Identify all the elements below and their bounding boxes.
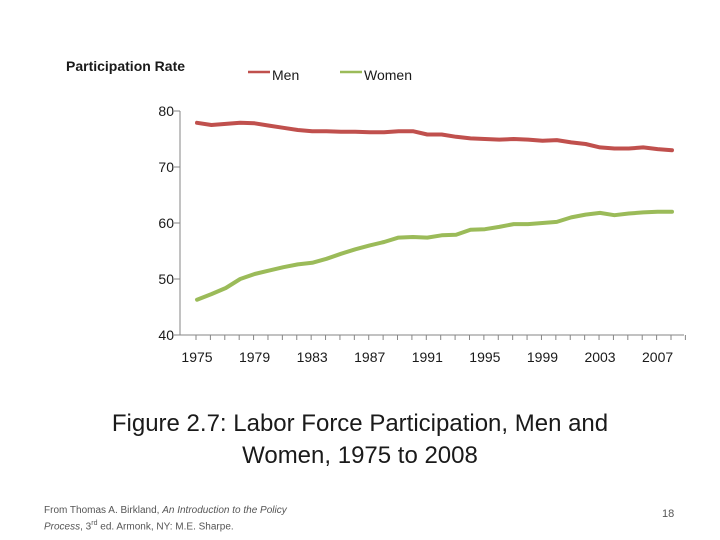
x-tick-label: 1983 xyxy=(297,349,328,365)
x-tick-label: 1975 xyxy=(181,349,212,365)
y-tick-label: 80 xyxy=(158,103,174,119)
series-line-women xyxy=(195,209,674,302)
source-book-title-2: Process xyxy=(44,521,81,533)
caption-line-2: Women, 1975 to 2008 xyxy=(242,442,478,469)
slide-number: 18 xyxy=(662,508,675,520)
x-tick-label: 1995 xyxy=(469,349,500,365)
x-tick-label: 2007 xyxy=(642,349,673,365)
legend-label-women: Women xyxy=(364,67,412,83)
figure-caption: Figure 2.7: Labor Force Participation, M… xyxy=(60,408,660,472)
x-tick-label: 2003 xyxy=(584,349,615,365)
y-tick-label: 40 xyxy=(158,327,174,343)
x-tick-label: 1987 xyxy=(354,349,385,365)
legend-label-men: Men xyxy=(272,67,299,83)
source-superscript: rd xyxy=(91,520,98,527)
source-book-title-1: An Introduction to the Policy xyxy=(162,505,287,516)
y-axis-label: Participation Rate xyxy=(66,58,186,74)
source-citation: From Thomas A. Birkland, An Introduction… xyxy=(44,504,344,533)
caption-line-1: Figure 2.7: Labor Force Participation, M… xyxy=(111,410,609,437)
y-tick-label: 50 xyxy=(158,271,174,287)
source-suffix-a: , 3 xyxy=(80,521,92,533)
x-tick-label: 1991 xyxy=(412,349,443,365)
x-tick-label: 1999 xyxy=(527,349,558,365)
y-tick-label: 60 xyxy=(158,215,174,231)
line-chart: 40 50 60 70 80 1975 1979 1983 1987 1991 1995 1999 20… xyxy=(158,67,686,365)
source-suffix-b: ed. Armonk, NY: M.E. Sharpe. xyxy=(97,521,234,533)
source-prefix: From Thomas A. Birkland, xyxy=(44,505,163,516)
x-tick-label: 1979 xyxy=(239,349,270,365)
series-line-men xyxy=(195,120,674,153)
y-tick-label: 70 xyxy=(158,159,174,175)
